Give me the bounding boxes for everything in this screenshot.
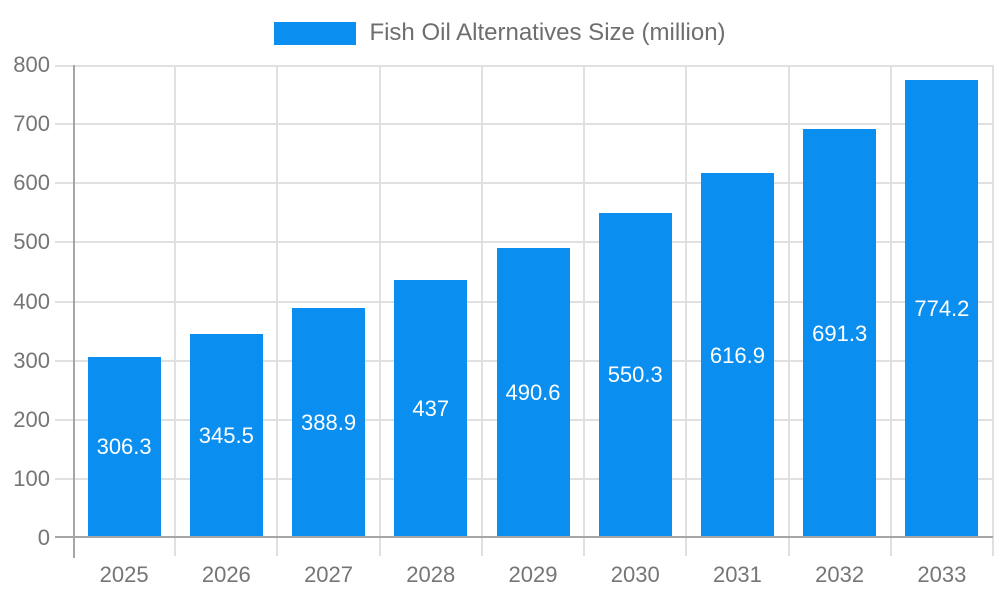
bar: 490.6 (496, 247, 570, 538)
x-axis-tick-label: 2025 (99, 562, 149, 587)
y-gridline (55, 241, 993, 244)
bar: 616.9 (700, 173, 774, 538)
x-axis-tick-label: 2032 (815, 562, 865, 587)
x-gridline (685, 65, 688, 556)
x-axis-line (55, 536, 993, 538)
bar: 345.5 (189, 333, 263, 538)
bar: 550.3 (598, 212, 672, 538)
x-gridline (992, 65, 994, 556)
x-gridline (583, 65, 586, 556)
plot-area: 0 100 200 300 400 500 600 700 800 306.3 2025 345.5 2… (13, 52, 994, 587)
legend: Fish Oil Alternatives Size (million) (0, 19, 1000, 47)
x-axis-tick-label: 2027 (304, 562, 354, 587)
bar: 437 (394, 279, 468, 538)
y-gridline (55, 65, 993, 67)
bar: 691.3 (803, 129, 877, 538)
bar-value-label: 437 (412, 395, 450, 421)
bar-value-label: 774.2 (914, 296, 970, 322)
bar: 774.2 (905, 80, 979, 538)
y-axis-line (73, 65, 75, 558)
bar-value-label: 691.3 (812, 320, 868, 346)
bar-value-label: 490.6 (505, 379, 561, 405)
y-axis-tick-label: 400 (13, 288, 50, 314)
bar-value-label: 306.3 (96, 434, 152, 460)
x-gridline (378, 65, 381, 556)
y-axis-tick-label: 300 (13, 347, 50, 373)
y-axis-tick-label: 200 (13, 406, 50, 432)
x-gridline (174, 65, 177, 556)
x-gridline (480, 65, 483, 556)
y-gridline (55, 182, 993, 185)
y-axis-tick-label: 600 (13, 170, 50, 196)
x-gridline (889, 65, 892, 556)
bar-value-label: 388.9 (301, 410, 357, 436)
x-axis-tick-label: 2026 (201, 562, 251, 587)
y-axis-tick-label: 700 (13, 111, 50, 137)
x-gridline (276, 65, 279, 556)
bar-value-label: 616.9 (709, 342, 765, 368)
x-axis-tick-label: 2033 (917, 562, 967, 587)
y-gridline (55, 123, 993, 126)
y-axis-tick-label: 500 (13, 229, 50, 255)
x-axis-tick-label: 2031 (712, 562, 762, 587)
y-axis-tick-label: 0 (37, 525, 50, 550)
y-axis-tick-label: 800 (13, 52, 50, 77)
legend-swatch (274, 21, 357, 45)
x-axis-tick-label: 2030 (610, 562, 660, 587)
bar: 306.3 (87, 356, 161, 538)
x-gridline (787, 65, 790, 556)
x-axis-tick-label: 2028 (406, 562, 456, 587)
bar-value-label: 345.5 (198, 422, 254, 448)
legend-label: Fish Oil Alternatives Size (million) (369, 19, 726, 46)
y-axis-tick-label: 100 (13, 465, 50, 491)
bar: 388.9 (292, 308, 366, 538)
bar-value-label: 550.3 (607, 362, 663, 388)
x-axis-tick-label: 2029 (508, 562, 558, 587)
